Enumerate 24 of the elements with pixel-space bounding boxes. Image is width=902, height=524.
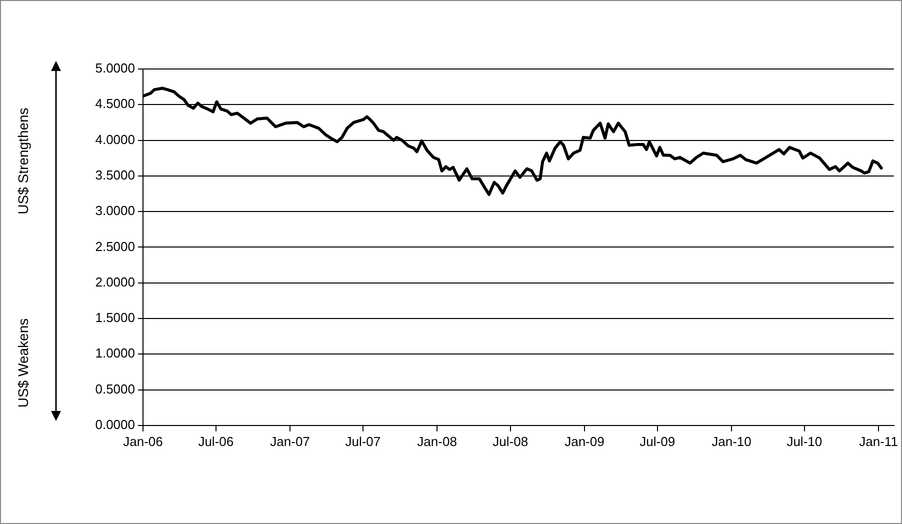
x-tick-label: Jan-11 <box>859 434 898 449</box>
x-tick-label: Jul-09 <box>640 434 676 449</box>
text: US$ Strengthens <box>15 108 31 214</box>
x-tick-label: Jan-07 <box>270 434 310 449</box>
y-tick-label: 4.0000 <box>95 132 135 147</box>
x-tick-label: Jul-08 <box>492 434 528 449</box>
y-tick-label: 1.0000 <box>95 346 135 361</box>
x-tick-label: Jul-10 <box>786 434 822 449</box>
y-tick-label: 2.0000 <box>95 274 135 290</box>
y-tick-label: 1.5000 <box>95 310 135 326</box>
y-tick-label: 2.5000 <box>95 238 135 254</box>
x-tick-label: Jan-09 <box>564 434 604 449</box>
x-tick-label: Jul-06 <box>198 434 234 449</box>
x-tick-label: Jan-08 <box>417 434 457 449</box>
y-tick-label: 5.0000 <box>95 60 135 76</box>
y-tick-label: 4.5000 <box>95 96 135 112</box>
x-tick-label: Jul-07 <box>345 434 381 449</box>
x-tick-label: Jan-10 <box>712 434 752 449</box>
text: US$ Weakens <box>15 318 31 408</box>
y-tick-label: 0.0000 <box>95 416 135 432</box>
x-tick-label: Jan-06 <box>123 434 163 449</box>
y-tick-label: 0.5000 <box>95 381 135 396</box>
y-tick-label: 3.5000 <box>95 168 135 182</box>
y-tick-label: 3.0000 <box>95 203 135 218</box>
